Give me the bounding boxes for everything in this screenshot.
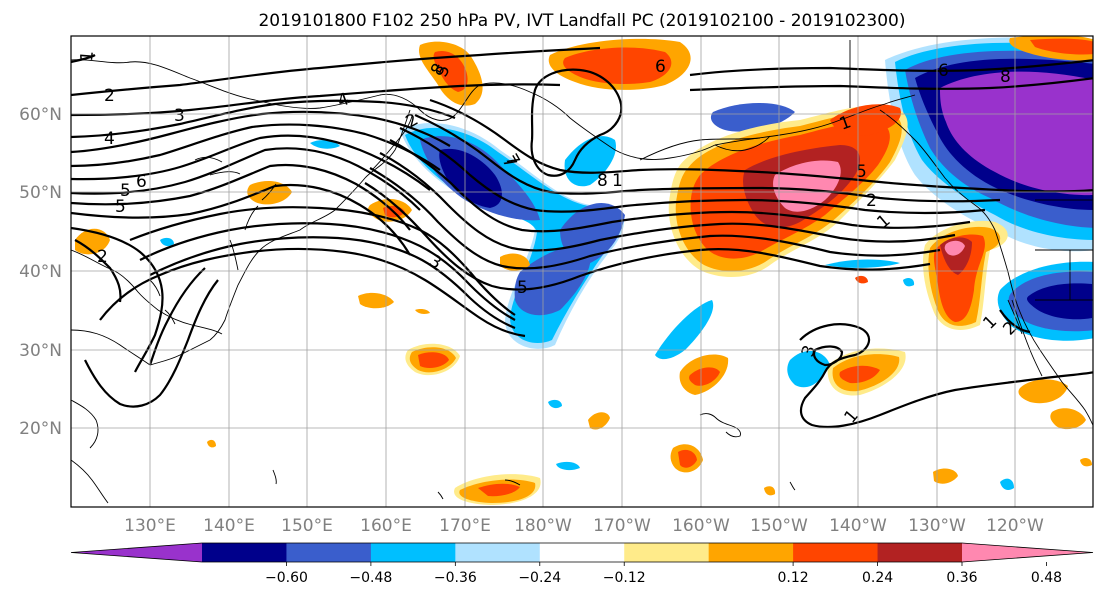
colorbar-tick-label: 0.24 [862, 570, 893, 586]
colorbar-cell [455, 543, 541, 562]
lon-label: 170°W [593, 516, 651, 536]
colorbar-tick-label: −0.24 [518, 570, 561, 586]
negative-anomaly-us-west [825, 259, 1093, 341]
colorbar-cell [202, 543, 287, 562]
lat-label: 50°N [19, 183, 62, 203]
lon-label: 140°E [203, 516, 255, 536]
lon-label: 150°W [750, 516, 808, 536]
colorbar-tick-label: −0.48 [349, 570, 392, 586]
positive-anomaly-california [922, 220, 1008, 330]
colorbar-outline [70, 542, 1094, 563]
positive-anomaly-gulf-of-alaska [668, 104, 908, 277]
lon-label: 120°W [986, 516, 1044, 536]
contour-label: 8 [1000, 67, 1011, 87]
colorbar-extend-min [71, 543, 202, 562]
lon-label: 140°W [829, 516, 887, 536]
lat-label: 30°N [19, 341, 62, 361]
lon-label: 160°E [360, 516, 412, 536]
contour-label: 3 [174, 106, 185, 126]
colorbar: −0.60 −0.48 −0.36 −0.24 −0.12 0.12 0.24 0.36 0.4… [70, 542, 1094, 586]
contour-label: 4 [104, 129, 115, 149]
colorbar-cell [539, 543, 625, 562]
contour-label: 2 [104, 86, 115, 106]
contour-label: 5 [120, 181, 131, 201]
lon-label: 180°W [514, 516, 572, 536]
colorbar-extend-max [962, 543, 1093, 562]
colorbar-tick-label: 0.48 [1031, 570, 1062, 586]
map-panel: 1 2 3 4 5 6 7 8 2 5 6 8 2 3 4 5 6 7 8 1 [70, 35, 1094, 508]
colorbar-tick-label: −0.12 [603, 570, 646, 586]
y-axis-labels: 60°N 50°N 40°N 30°N 20°N [19, 105, 62, 439]
lon-label: 150°E [281, 516, 333, 536]
contour-label: 1 [612, 171, 623, 191]
pv-contours [71, 46, 1093, 429]
colorbar-cells [70, 542, 1094, 563]
x-axis-labels: 130°E 140°E 150°E 160°E 170°E 180°W 170°… [124, 516, 1044, 536]
contour-label: 2 [97, 247, 108, 267]
colorbar-tick-label: 0.36 [946, 570, 977, 586]
colorbar-tick-label: 0.12 [778, 570, 809, 586]
colorbar-cell [708, 543, 794, 562]
colorbar-cell [286, 543, 372, 562]
colorbar-ticks [286, 562, 1047, 566]
positive-anomaly-small-patches [75, 180, 1092, 505]
pv-shading [75, 36, 1093, 505]
colorbar-cell [624, 543, 710, 562]
colorbar-tick-label: −0.36 [434, 570, 477, 586]
lon-label: 170°E [439, 516, 491, 536]
contour-label: 5 [517, 278, 528, 298]
contour-label: 6 [136, 172, 147, 192]
lon-label: 160°W [672, 516, 730, 536]
lat-label: 60°N [19, 105, 62, 125]
colorbar-tick-label: −0.60 [265, 570, 308, 586]
map-title: 2019101800 F102 250 hPa PV, IVT Landfall… [258, 11, 905, 31]
contour-label: 1 [77, 50, 98, 63]
lon-label: 130°E [124, 516, 176, 536]
colorbar-cell [877, 543, 963, 562]
contour-label: 5 [115, 197, 126, 217]
contour-label: 6 [655, 57, 666, 77]
colorbar-cell [370, 543, 456, 562]
lon-label: 130°W [908, 516, 966, 536]
contour-label: 2 [866, 191, 877, 211]
contour-label: 5 [856, 162, 867, 182]
colorbar-cell [793, 543, 879, 562]
graticule [71, 36, 1093, 507]
contour-label: 8 [597, 171, 608, 191]
colorbar-labels: −0.60 −0.48 −0.36 −0.24 −0.12 0.12 0.24 0.36 0.4… [265, 570, 1062, 586]
lat-label: 40°N [19, 262, 62, 282]
map-frame [70, 35, 1094, 508]
contour-label: 6 [938, 61, 949, 81]
lat-label: 20°N [19, 419, 62, 439]
